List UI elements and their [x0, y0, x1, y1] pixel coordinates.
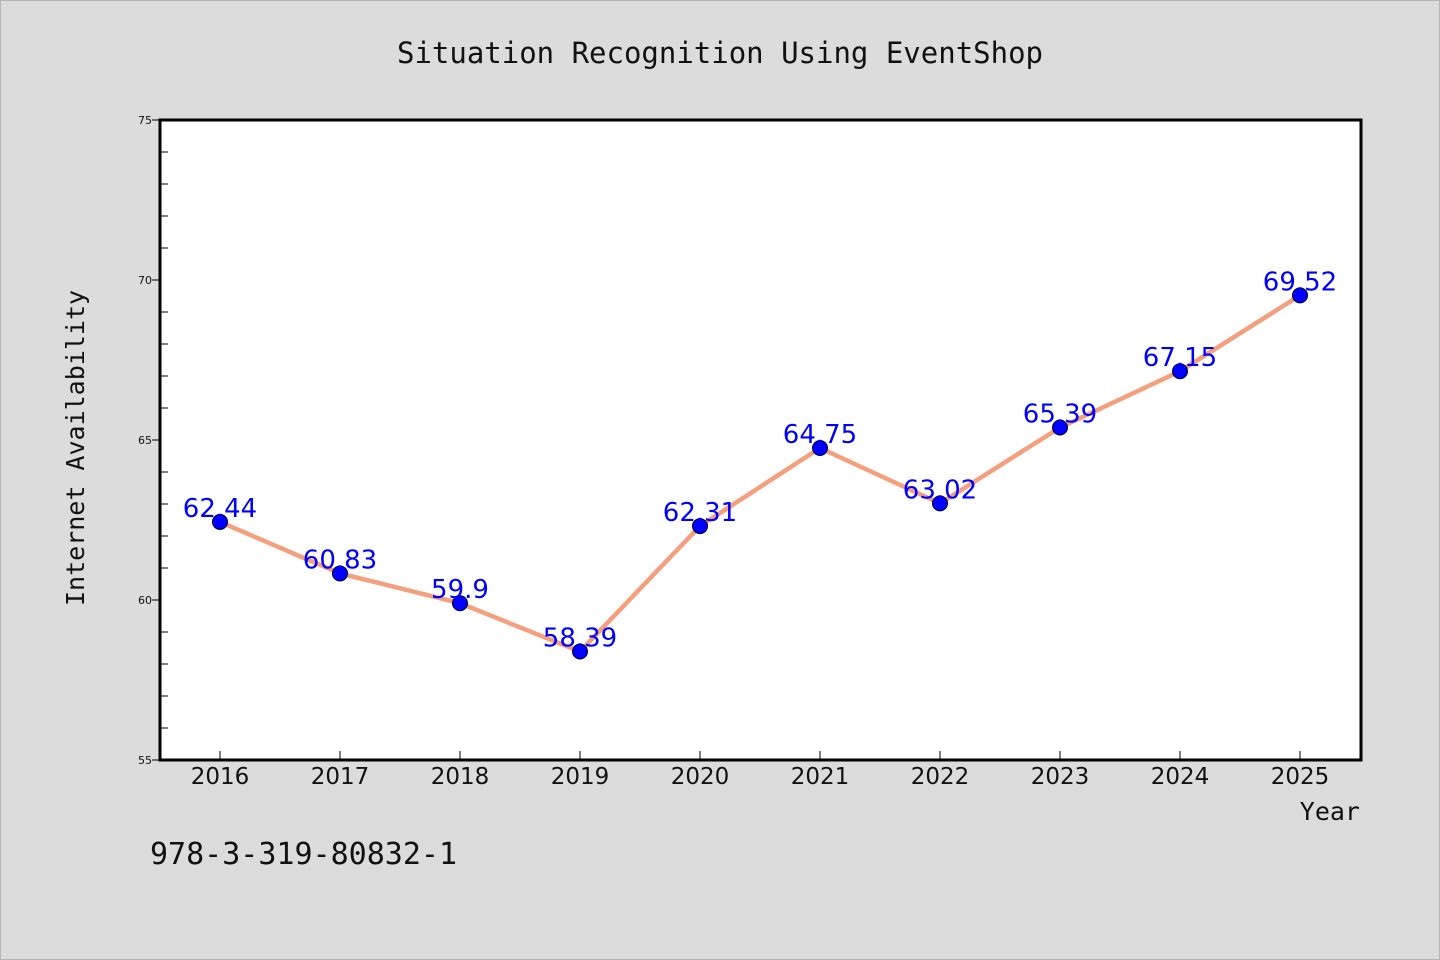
series-line	[217, 293, 1303, 654]
y-tick-label: 55	[138, 754, 152, 767]
y-axis-ticks: 55 60 65 70 75	[138, 114, 168, 767]
data-label: 65.39	[1023, 400, 1097, 430]
data-label: 60.83	[303, 545, 377, 575]
data-point	[692, 518, 708, 535]
x-axis-label: Year	[1300, 797, 1360, 826]
data-markers	[212, 287, 1308, 660]
x-tick-label: 2022	[911, 764, 970, 790]
data-label: 67.15	[1143, 343, 1217, 373]
data-label: 58.39	[543, 624, 617, 654]
isbn-text: 978-3-319-80832-1	[150, 837, 457, 872]
data-labels: 62.44 60.83 59.9 58.39 62.31 64.75 63.02 65.39 6…	[183, 267, 1337, 653]
series-line-group	[217, 293, 1303, 654]
data-point	[1292, 287, 1308, 304]
data-point	[332, 565, 348, 582]
y-tick-label: 75	[138, 114, 152, 127]
x-tick-label: 2023	[1031, 764, 1090, 790]
data-label: 62.44	[183, 494, 257, 524]
x-tick-label: 2024	[1151, 764, 1210, 790]
data-point	[1172, 363, 1188, 380]
x-tick-label: 2018	[431, 764, 490, 790]
y-tick-label: 60	[138, 594, 152, 607]
data-label: 62.31	[663, 498, 737, 528]
data-label: 69.52	[1263, 267, 1337, 297]
y-tick-label: 70	[138, 274, 152, 287]
chart-title: Situation Recognition Using EventShop	[397, 36, 1043, 70]
data-point	[572, 643, 588, 660]
y-tick-label: 65	[138, 434, 152, 447]
x-tick-label: 2019	[551, 764, 610, 790]
data-point	[452, 595, 468, 612]
data-point	[212, 513, 228, 530]
x-tick-label: 2021	[791, 764, 850, 790]
data-label: 59.9	[431, 575, 489, 605]
x-tick-label: 2020	[671, 764, 730, 790]
data-label: 63.02	[903, 475, 977, 505]
data-point	[932, 495, 948, 512]
data-label: 64.75	[783, 420, 857, 450]
x-tick-label: 2025	[1271, 764, 1330, 790]
y-axis-label: Internet Availability	[61, 290, 90, 606]
plot-area	[158, 118, 1363, 762]
x-tick-label: 2016	[191, 764, 250, 790]
data-point	[1052, 419, 1068, 436]
x-axis-ticks: 2016 2017 2018 2019 2020 2021 2022 2023 2024 2025	[191, 751, 1330, 790]
x-tick-label: 2017	[311, 764, 370, 790]
data-point	[812, 440, 828, 456]
